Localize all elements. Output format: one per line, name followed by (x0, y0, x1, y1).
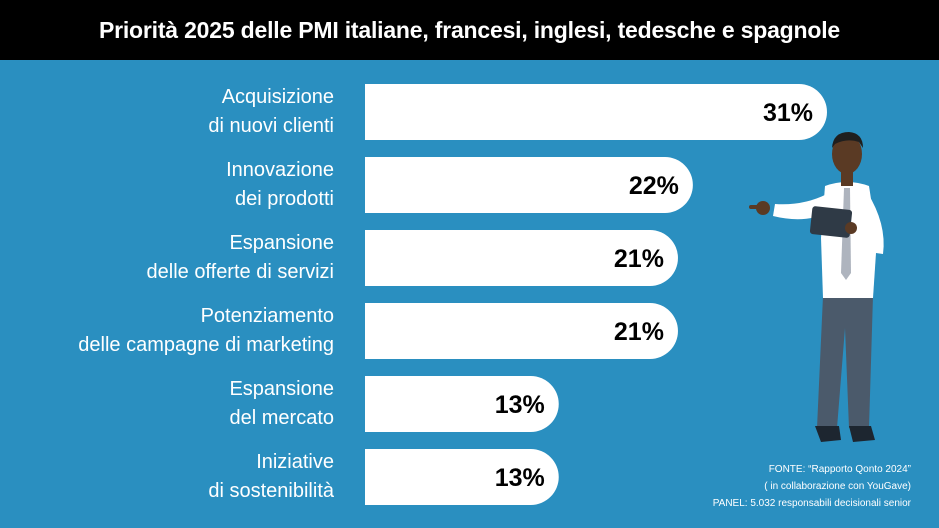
bar-5 (365, 449, 559, 505)
value-label-4: 13% (495, 391, 545, 419)
category-label-5-1: di sostenibilità (208, 480, 335, 502)
source-note: FONTE: “Rapporto Qonto 2024” ( in collab… (651, 461, 911, 512)
source-line-1: FONTE: “Rapporto Qonto 2024” (768, 464, 911, 475)
category-label-3-1: delle campagne di marketing (78, 334, 334, 356)
bar-0 (365, 84, 827, 140)
category-label-4-0: Espansione (229, 378, 334, 400)
chart-title: Priorità 2025 delle PMI italiane, france… (0, 0, 939, 60)
value-label-2: 21% (614, 245, 664, 273)
category-label-2-0: Espansione (229, 232, 334, 254)
category-label-3-0: Potenziamento (201, 305, 334, 327)
category-label-0-1: di nuovi clienti (208, 115, 334, 137)
bar-1 (365, 157, 693, 213)
bar-4 (365, 376, 559, 432)
bar-2 (365, 230, 678, 286)
category-label-1-1: dei prodotti (235, 188, 334, 210)
category-label-2-1: delle offerte di servizi (147, 261, 335, 283)
source-line-2: ( in collaborazione con YouGave) (764, 481, 911, 492)
value-label-1: 22% (629, 172, 679, 200)
source-line-3: PANEL: 5.032 responsabili decisionali se… (712, 498, 911, 509)
category-label-5-0: Iniziative (256, 451, 334, 473)
category-label-1-0: Innovazione (226, 159, 334, 181)
value-label-0: 31% (763, 99, 813, 127)
category-label-4-1: del mercato (230, 407, 335, 429)
presenter-illustration (749, 132, 884, 442)
bar-3 (365, 303, 678, 359)
chart-title-text: Priorità 2025 delle PMI italiane, france… (98, 16, 841, 43)
category-label-0-0: Acquisizione (222, 86, 334, 108)
value-label-5: 13% (495, 464, 545, 492)
value-label-3: 21% (614, 318, 664, 346)
